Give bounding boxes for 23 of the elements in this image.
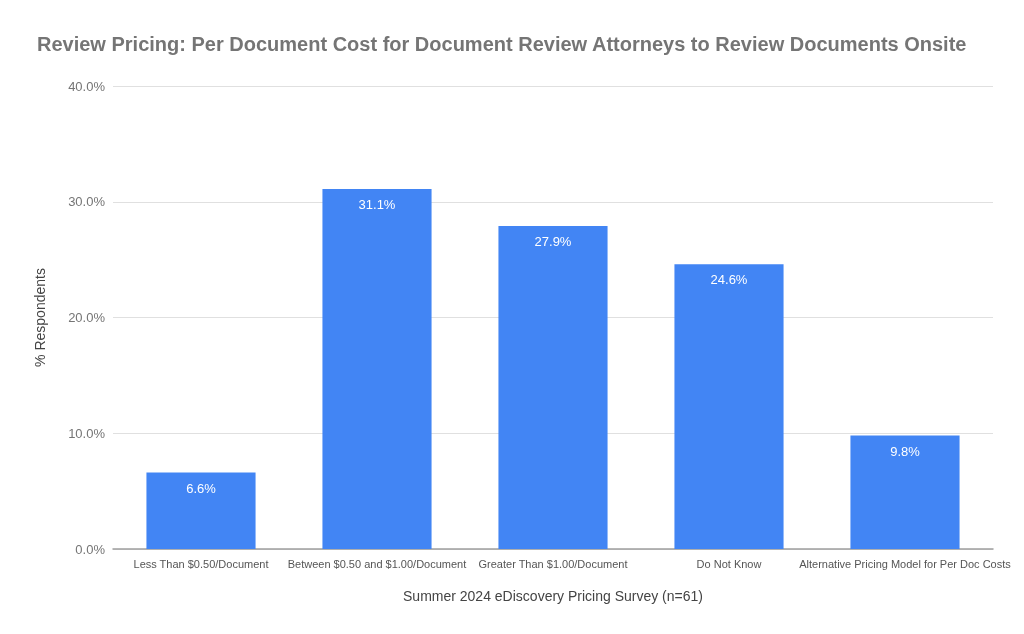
data-label: 9.8%: [890, 443, 921, 459]
x-axis-title: Summer 2024 eDiscovery Pricing Survey (n=61): [403, 588, 703, 604]
x-tick-label: Do Not Know: [696, 557, 762, 570]
y-tick-label: 10.0%: [68, 425, 106, 441]
y-tick-label: 40.0%: [68, 78, 106, 94]
bar: [850, 435, 960, 549]
chart-title: Review Pricing: Per Document Cost for Document Review Attorneys to Review Documents Onsite: [37, 33, 967, 55]
data-label: 27.9%: [534, 234, 572, 250]
y-tick-label: 0.0%: [75, 541, 106, 557]
x-tick-label: Between $0.50 and $1.00/Document: [287, 557, 467, 570]
data-label: 24.6%: [710, 272, 748, 288]
data-label: 31.1%: [358, 197, 396, 213]
y-tick-label: 30.0%: [68, 194, 106, 210]
bar: [146, 472, 256, 549]
data-label: 6.6%: [186, 480, 217, 496]
bar: [674, 264, 784, 549]
y-tick-label: 20.0%: [68, 310, 106, 325]
bar: [498, 226, 608, 549]
y-axis-title: % Respondents: [32, 268, 48, 367]
x-tick-label: Alternative Pricing Model for Per Doc Costs: [799, 557, 1012, 570]
x-tick-label: Greater Than $1.00/Document: [478, 557, 628, 570]
x-tick-label: Less Than $0.50/Document: [133, 557, 269, 570]
bar: [322, 189, 432, 549]
